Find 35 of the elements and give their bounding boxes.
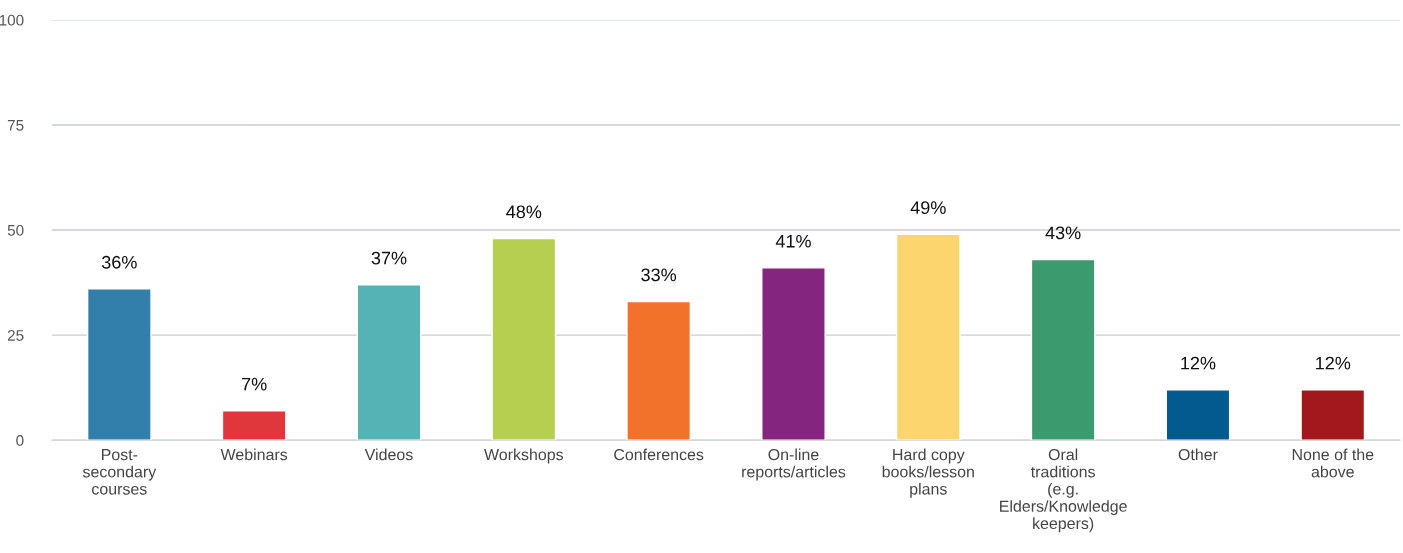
data-label: 43% — [1045, 226, 1081, 240]
data-label: 12% — [1181, 356, 1216, 370]
data-label: 7% — [242, 377, 267, 391]
y-tick-label: 25 — [7, 329, 24, 341]
bar — [221, 410, 287, 441]
bar — [1300, 389, 1366, 441]
x-tick-label: Workshops — [484, 448, 564, 464]
bar — [626, 300, 692, 441]
bar — [895, 233, 961, 441]
x-tick-label: Webinars — [220, 448, 288, 461]
data-label: 48% — [506, 205, 542, 219]
bar — [86, 288, 152, 441]
y-tick-label: 50 — [7, 224, 24, 236]
x-tick-label: Oral traditions (e.g. Elders/Knowledge keepers) — [1000, 448, 1127, 533]
data-label: 33% — [641, 268, 677, 282]
x-tick-label: Post- secondary courses — [82, 449, 157, 495]
bar — [356, 283, 422, 441]
x-tick-label: Videos — [364, 448, 413, 461]
data-label: 36% — [101, 255, 137, 269]
y-tick-label: 0 — [16, 435, 24, 446]
data-label: 41% — [775, 234, 811, 248]
x-tick-label: Hard copy books/lesson plans — [882, 448, 974, 498]
x-tick-label: Conferences — [614, 448, 704, 461]
y-tick-label: 75 — [7, 120, 24, 131]
bar — [761, 267, 826, 441]
data-label: 37% — [371, 251, 407, 265]
bar — [1165, 389, 1231, 441]
bar — [1030, 258, 1096, 441]
x-tick-label: None of the above — [1292, 448, 1374, 478]
x-tick-label: Other — [1178, 448, 1218, 461]
data-label: 49% — [910, 201, 946, 215]
data-label: 12% — [1316, 356, 1351, 370]
y-tick-label: 100 — [0, 14, 24, 26]
bar — [491, 237, 557, 441]
x-tick-label: On-line reports/articles — [742, 448, 846, 481]
